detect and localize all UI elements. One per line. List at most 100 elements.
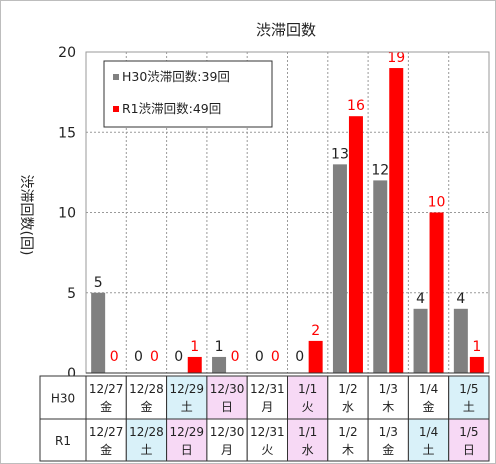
table-cell: [85, 418, 127, 462]
value-label-r1: 19: [387, 50, 405, 66]
value-label-r1: 0: [231, 349, 240, 365]
table-cell: [246, 375, 288, 420]
legend-box: [103, 60, 273, 128]
table-cell: [85, 375, 127, 420]
table-weekday: 木: [382, 400, 394, 414]
value-label-r1: 0: [271, 349, 280, 365]
bar-r1: [469, 356, 484, 373]
value-label-h30: 0: [134, 349, 143, 365]
table-weekday: 木: [342, 443, 354, 457]
chart-title: 渋滞回数: [256, 21, 316, 39]
legend-swatch-r1: [113, 106, 119, 112]
table-weekday: 金: [423, 399, 435, 414]
table-row-label: R1: [55, 434, 71, 448]
table-weekday: 金: [100, 399, 112, 414]
date-table: H30 12/27 金 12/28 金 12/29 土 12/30 日 12/31 月 1/1 火 1/2…: [39, 375, 490, 462]
table-cell: [448, 375, 490, 420]
table-date: 1/3: [379, 382, 398, 396]
y-tick-label: 15: [58, 125, 76, 141]
table-weekday: 金: [140, 399, 152, 414]
table-weekday: 月: [221, 443, 233, 457]
table-cell: [448, 418, 490, 462]
table-cell: [327, 418, 369, 462]
value-label-r1: 0: [150, 349, 159, 365]
bar-r1: [187, 356, 202, 373]
legend: H30渋滞回数:39回 R1渋滞回数:49回: [103, 60, 273, 128]
value-label-h30: 0: [174, 349, 183, 365]
value-label-r1: 1: [190, 339, 199, 355]
value-label-h30: 0: [255, 349, 264, 365]
y-tick-label: 0: [67, 366, 76, 382]
bar-h30: [332, 164, 347, 373]
value-label-r1: 1: [472, 339, 481, 355]
table-date: 1/1: [298, 382, 317, 396]
bar-r1: [308, 340, 323, 373]
table-date: 12/29: [169, 425, 204, 439]
value-label-h30: 13: [331, 146, 349, 162]
table-date: 1/2: [338, 382, 357, 396]
value-label-h30: 12: [371, 162, 389, 178]
table-date: 12/27: [89, 382, 124, 396]
table-weekday: 日: [221, 400, 233, 414]
table-weekday: 日: [181, 443, 193, 457]
table-date: 1/4: [419, 425, 438, 439]
table-cell: [166, 418, 208, 462]
table-date: 12/27: [89, 425, 124, 439]
value-label-h30: 0: [295, 349, 304, 365]
table-date: 12/28: [129, 382, 164, 396]
table-row-label: H30: [51, 392, 75, 406]
bar-r1: [348, 116, 363, 373]
table-date: 12/31: [250, 382, 285, 396]
value-label-h30: 4: [416, 291, 425, 307]
table-date: 12/31: [250, 425, 285, 439]
table-date: 1/5: [459, 425, 478, 439]
table-cell: [206, 375, 248, 420]
table-weekday: 土: [423, 443, 435, 457]
bar-h30: [373, 180, 388, 373]
legend-label-r1: R1渋滞回数:49回: [122, 101, 221, 116]
bar-h30: [413, 308, 428, 373]
table-weekday: 火: [261, 443, 273, 457]
value-label-r1: 0: [110, 349, 119, 365]
table-weekday: 金: [382, 442, 394, 457]
value-label-h30: 5: [94, 275, 103, 291]
bar-r1: [389, 68, 404, 374]
table-date: 1/2: [338, 425, 357, 439]
table-weekday: 土: [140, 443, 152, 457]
bar-h30: [212, 356, 227, 373]
y-tick-label: 10: [58, 206, 76, 222]
table-weekday: 火: [302, 400, 314, 414]
bar-r1: [429, 212, 444, 373]
table-cell: [407, 418, 450, 462]
table-date: 1/5: [459, 382, 478, 396]
table-cell: [367, 418, 409, 462]
table-weekday: 月: [261, 400, 273, 414]
table-weekday: 土: [463, 400, 475, 414]
table-weekday: 土: [181, 400, 193, 414]
table-weekday: 日: [463, 443, 475, 457]
table-date: 1/1: [298, 425, 317, 439]
bar-h30: [453, 308, 468, 373]
table-date: 12/29: [169, 382, 204, 396]
value-label-h30: 4: [456, 291, 465, 307]
y-tick-label: 5: [67, 286, 76, 302]
y-tick-label: 20: [58, 45, 76, 61]
table-cell: [125, 418, 168, 462]
table-cell: [246, 418, 288, 462]
table-date: 1/3: [379, 425, 398, 439]
table-cell: [206, 418, 248, 462]
y-axis-label: 渋滞回数(回): [18, 175, 34, 256]
table-date: 12/30: [210, 382, 245, 396]
table-date: 12/28: [129, 425, 164, 439]
table-date: 12/30: [210, 425, 245, 439]
value-label-h30: 1: [215, 339, 224, 355]
table-row-header: [39, 375, 87, 420]
table-weekday: 水: [342, 400, 354, 414]
value-label-r1: 16: [347, 98, 365, 114]
bar-h30: [91, 292, 106, 373]
value-label-r1: 10: [428, 195, 446, 211]
value-label-r1: 2: [311, 323, 320, 339]
legend-label-h30: H30渋滞回数:39回: [122, 69, 230, 84]
